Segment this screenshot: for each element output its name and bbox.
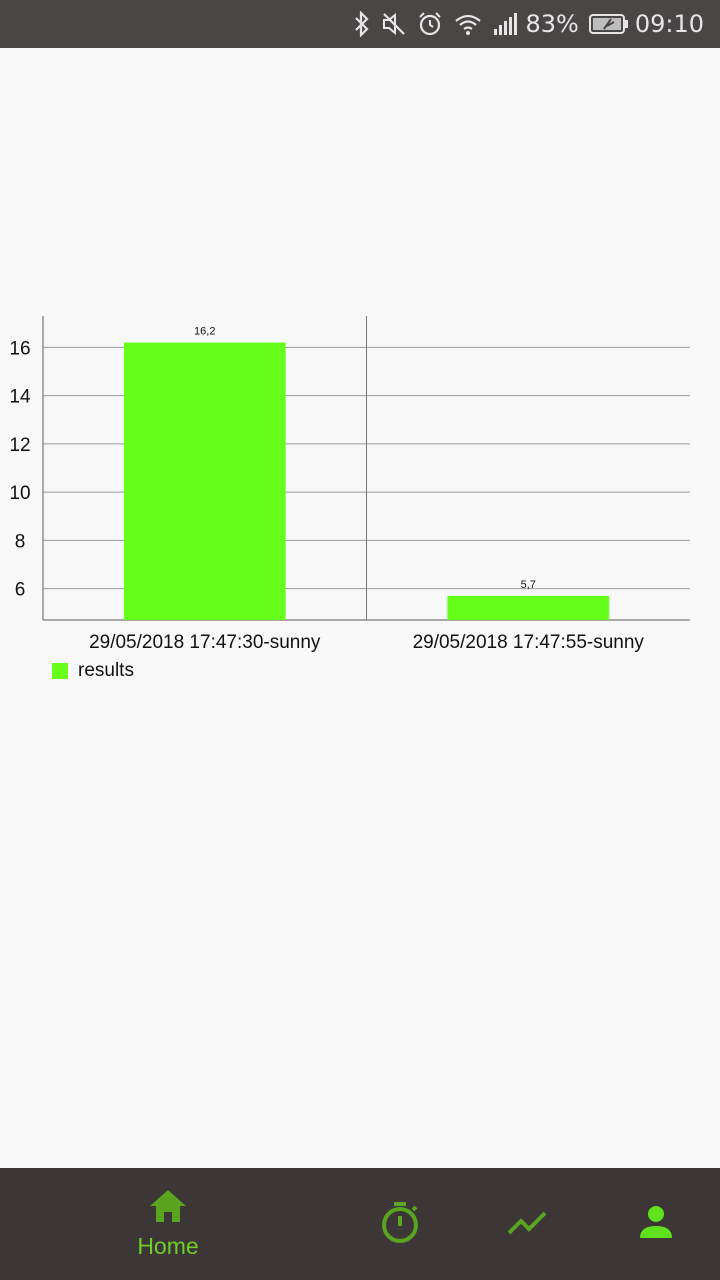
y-tick-label: 16 [9,338,30,359]
battery-percentage: 83% [525,10,579,38]
bar [447,595,610,620]
bar [123,342,286,620]
x-tick-label: 29/05/2018 17:47:30-sunny [89,632,321,653]
nav-home-tab[interactable]: Home [108,1168,228,1280]
mute-icon [381,11,407,37]
legend-label: results [78,660,134,681]
legend-swatch [52,663,68,679]
nav-timer-tab[interactable] [360,1168,440,1280]
alarm-icon [417,11,443,37]
chart-svg: 6 8 10 12 14 16 16,2 29/05/2018 17:47:30-sunny 5… [9,316,690,653]
chart-legend: results [52,660,134,682]
bluetooth-icon [353,11,371,37]
nav-trend-tab[interactable] [488,1168,568,1280]
nav-profile-tab[interactable] [616,1168,696,1280]
data-label: 16,2 [194,326,215,338]
y-tick-label: 12 [9,435,30,456]
y-tick-label: 10 [9,483,30,504]
x-tick-label: 29/05/2018 17:47:55-sunny [413,632,645,653]
clock: 09:10 [634,10,704,38]
signal-icon [493,12,519,36]
trend-icon [507,1207,549,1242]
y-tick-label: 8 [15,531,26,552]
wifi-icon [453,11,483,37]
nav-home-label: Home [137,1233,199,1259]
data-label: 5,7 [521,579,536,591]
bottom-navigation: Home [0,1168,720,1280]
y-tick-label: 6 [15,580,26,601]
profile-icon [638,1204,674,1245]
bar-chart: 6 8 10 12 14 16 16,2 29/05/2018 17:47:30-sunny 5… [0,300,720,700]
home-icon [148,1188,188,1229]
battery-icon [588,13,629,35]
status-bar: 83% 09:10 [0,0,720,48]
y-tick-label: 14 [9,387,31,408]
timer-icon [379,1200,421,1249]
